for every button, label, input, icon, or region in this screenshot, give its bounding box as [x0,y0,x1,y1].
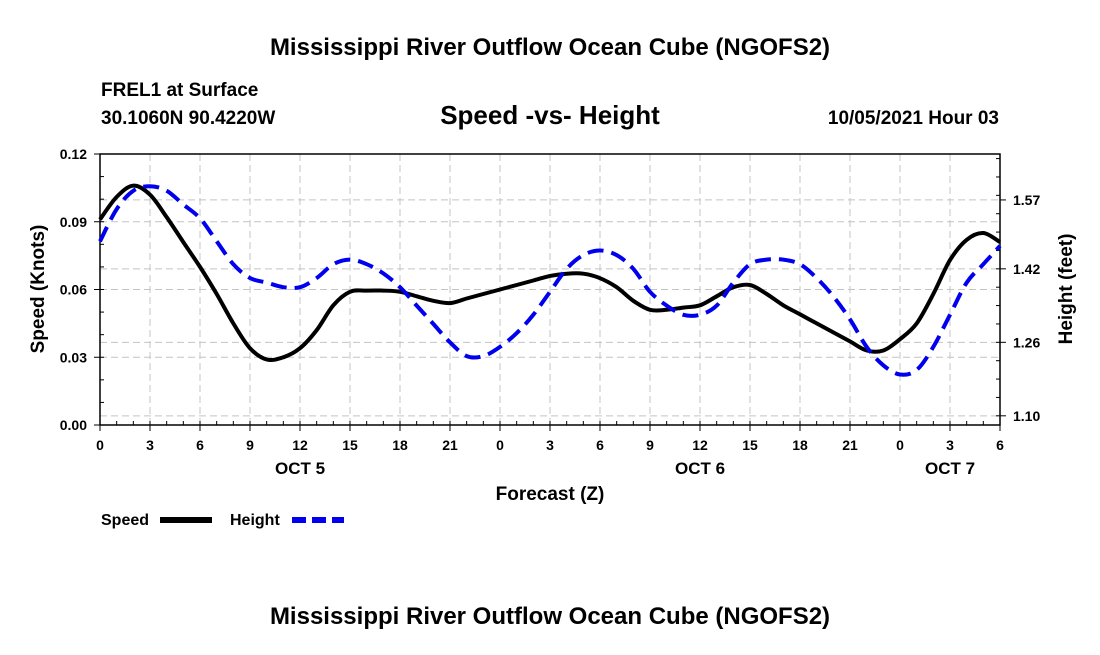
x-axis-label: Forecast (Z) [496,484,605,505]
y-tick-label: 0.00 [60,417,87,433]
forecast-timestamp: 10/05/2021 Hour 03 [828,108,999,129]
y2-tick-label: 1.10 [1013,408,1040,424]
x-tick-label: 18 [792,437,808,453]
x-tick-label: 6 [196,437,204,453]
x-tick-label: 0 [96,437,104,453]
y2-tick-label: 1.57 [1013,192,1040,208]
x-tick-label: 15 [342,437,358,453]
x-tick-label: 9 [246,437,254,453]
x-tick-label: 12 [292,437,308,453]
page-title-top: Mississippi River Outflow Ocean Cube (NG… [270,34,830,61]
y-tick-label: 0.09 [60,214,87,230]
x-tick-label: 21 [842,437,858,453]
gridlines [100,154,1000,425]
x-tick-label: 6 [596,437,604,453]
x-tick-label: 6 [996,437,1004,453]
tick-labels: 0 3 6 9 12 15 18 21 0 3 6 9 12 15 18 21 0 3 6 OCT 5 OCT 6 OCT… [60,146,1041,478]
legend: Speed Height [101,512,344,529]
x-tick-label: 9 [646,437,654,453]
legend-speed-label: Speed [101,512,149,529]
day-label: OCT 6 [675,459,725,478]
y-tick-label: 0.03 [60,349,87,365]
y-tick-label: 0.12 [60,146,87,162]
x-tick-label: 3 [146,437,154,453]
chart-title: Speed -vs- Height [440,100,660,130]
x-tick-label: 12 [692,437,708,453]
x-tick-label: 0 [496,437,504,453]
day-label: OCT 7 [925,459,975,478]
page-title-bottom: Mississippi River Outflow Ocean Cube (NG… [270,603,830,630]
x-tick-label: 3 [546,437,554,453]
y-tick-label: 0.06 [60,282,87,298]
x-tick-label: 15 [742,437,758,453]
y-axis-label: Speed (Knots) [28,225,49,354]
station-label: FREL1 at Surface [101,80,258,101]
x-tick-label: 21 [442,437,458,453]
y2-tick-label: 1.42 [1013,261,1040,277]
series-lines [98,183,1002,377]
y2-tick-label: 1.26 [1013,334,1040,350]
x-tick-label: 3 [946,437,954,453]
x-tick-label: 18 [392,437,408,453]
y2-axis-label: Height (feet) [1056,234,1077,345]
height-series-line [98,184,1002,377]
legend-height-label: Height [230,512,280,529]
speed-series-line [98,183,1002,363]
coordinates-label: 30.1060N 90.4220W [101,108,275,129]
axis-ticks [94,153,1006,431]
x-tick-label: 0 [896,437,904,453]
day-label: OCT 5 [275,459,325,478]
